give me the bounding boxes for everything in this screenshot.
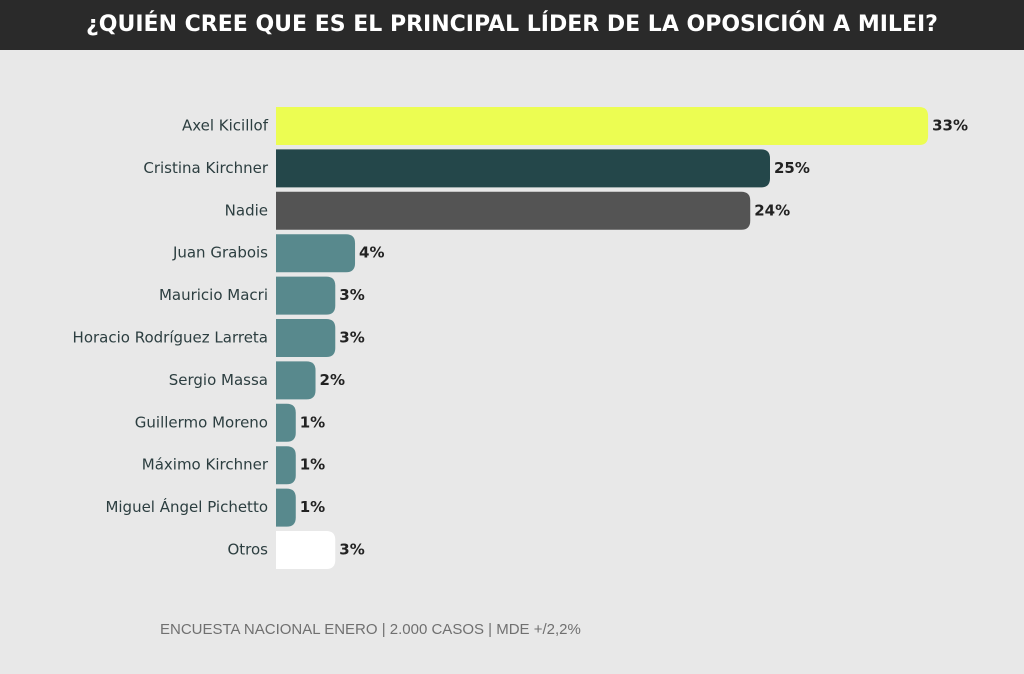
title-bar: [0, 0, 1024, 50]
value-label: 2%: [320, 371, 345, 389]
source-note: ENCUESTA NACIONAL ENERO | 2.000 CASOS | …: [160, 621, 581, 638]
category-label: Máximo Kirchner: [142, 456, 269, 474]
bar: [276, 361, 316, 400]
bar: [276, 234, 356, 273]
value-label: 4%: [359, 244, 384, 262]
value-label: 25%: [774, 159, 810, 177]
category-label: Miguel Ángel Pichetto: [105, 497, 268, 516]
value-label: 3%: [339, 329, 364, 347]
bar: [276, 403, 296, 442]
category-label: Guillermo Moreno: [135, 413, 268, 431]
category-label: Mauricio Macri: [159, 286, 268, 304]
category-label: Horacio Rodríguez Larreta: [73, 329, 268, 347]
value-label: 1%: [300, 456, 325, 474]
value-label: 1%: [300, 413, 325, 431]
category-label: Otros: [227, 541, 268, 559]
bar: [276, 149, 770, 188]
value-label: 3%: [339, 541, 364, 559]
bar: [276, 488, 296, 527]
category-label: Axel Kicillof: [182, 117, 269, 135]
bar: [276, 446, 296, 485]
value-label: 24%: [754, 201, 790, 219]
category-label: Sergio Massa: [169, 371, 268, 389]
category-label: Nadie: [225, 201, 268, 219]
value-label: 1%: [300, 498, 325, 516]
bar: [276, 191, 751, 230]
category-label: Juan Grabois: [172, 244, 268, 262]
bar: [276, 319, 336, 357]
category-label: Cristina Kirchner: [143, 159, 268, 177]
value-label: 33%: [932, 117, 968, 135]
chart-title: ¿QUIÉN CREE QUE ES EL PRINCIPAL LÍDER DE…: [86, 11, 938, 37]
bar: [276, 531, 336, 569]
bar: [276, 276, 336, 315]
bar: [276, 107, 929, 145]
value-label: 3%: [339, 286, 364, 304]
